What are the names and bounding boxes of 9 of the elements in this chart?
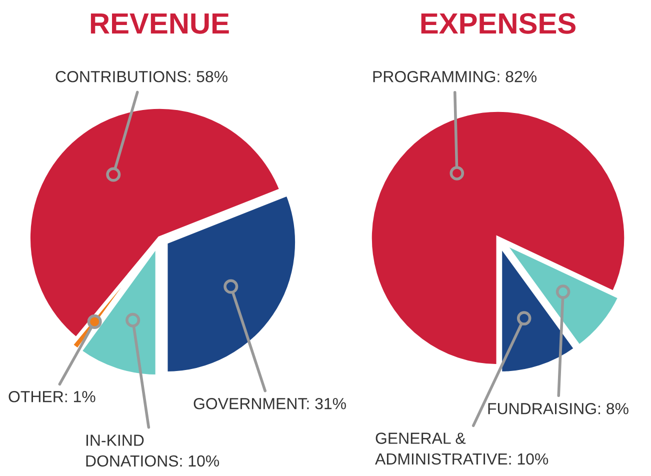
slice-label: GOVERNMENT: 31% [194,398,346,410]
chart-title: REVENUE [90,13,229,34]
chart-title: EXPENSES [421,13,576,34]
slice-label: CONTRIBUTIONS: 58% [56,70,228,82]
slice-label: FUNDRAISING: 8% [488,402,628,414]
slice-label: PROGRAMMING: 82% [373,70,537,82]
slice-label: IN-KIND DONATIONS: 10% [86,434,220,467]
slice-label: GENERAL & ADMINISTRATIVE: 10% [375,432,548,465]
slice-label: OTHER: 1% [8,390,96,402]
